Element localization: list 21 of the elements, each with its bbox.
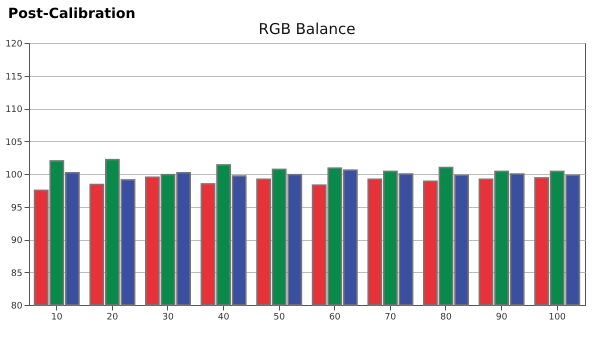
x-tick-label: 100 <box>548 312 566 322</box>
x-tick-label: 80 <box>440 312 452 322</box>
y-tick-label: 110 <box>5 105 23 115</box>
x-tick-label: 30 <box>162 312 174 322</box>
x-tick-label: 70 <box>384 312 396 322</box>
chart-title: RGB Balance <box>258 20 356 38</box>
x-tick-label: 20 <box>106 312 118 322</box>
y-tick-label: 105 <box>5 138 22 148</box>
y-tick-label: 100 <box>5 170 23 180</box>
x-tick-label: 60 <box>329 312 341 322</box>
x-tick-label: 40 <box>218 312 230 322</box>
x-tick-label: 50 <box>273 312 286 322</box>
text: Post-Calibration <box>8 6 136 22</box>
y-tick-label: 115 <box>5 72 22 82</box>
y-tick-label: 90 <box>11 236 23 246</box>
y-tick-label: 95 <box>11 203 22 214</box>
y-tick-label: 85 <box>11 268 22 279</box>
x-tick-label: 90 <box>496 312 508 322</box>
x-tick-label: 10 <box>51 312 63 322</box>
y-tick-label: 120 <box>5 40 23 50</box>
y-tick-label: 80 <box>11 302 23 312</box>
